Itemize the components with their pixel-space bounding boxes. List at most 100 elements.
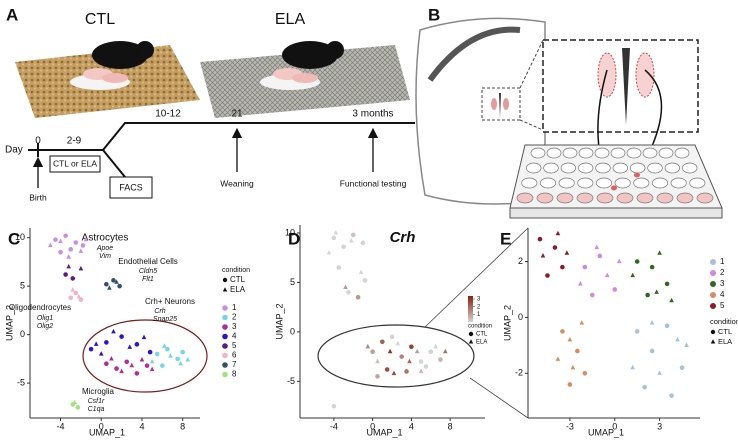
- point: [675, 336, 680, 342]
- point: [160, 363, 165, 368]
- legend-label: 2: [232, 313, 237, 322]
- legend-label: CTL: [718, 327, 732, 336]
- point: [630, 364, 635, 370]
- point: [119, 334, 124, 339]
- well: [558, 177, 575, 189]
- legend-label: CTL: [476, 332, 488, 338]
- well: [612, 162, 629, 174]
- zoom-lines: [424, 227, 529, 419]
- point: [414, 348, 420, 354]
- point: [117, 283, 122, 289]
- legend-label: ELA: [230, 285, 246, 294]
- point: [407, 358, 412, 364]
- timepoint: 0: [35, 136, 41, 147]
- point: [597, 253, 603, 259]
- point: [649, 320, 655, 325]
- point: [537, 236, 543, 242]
- event-label: Weaning: [220, 178, 254, 188]
- point: [68, 295, 74, 301]
- well: [610, 147, 626, 159]
- point: [78, 248, 84, 253]
- point: [144, 363, 150, 368]
- point: [669, 297, 674, 303]
- point: [365, 343, 371, 349]
- point: [73, 240, 79, 245]
- point: [165, 346, 170, 352]
- colorbar-tick-label: 3: [477, 297, 481, 303]
- box: [49, 155, 101, 173]
- timepoint: 2-9: [67, 136, 82, 147]
- point: [409, 344, 414, 350]
- well: [595, 177, 613, 189]
- point: [139, 356, 145, 362]
- well: [521, 177, 538, 189]
- annotation: Vim: [99, 253, 111, 260]
- point: [428, 349, 434, 354]
- well: [647, 162, 663, 174]
- well: [651, 177, 669, 189]
- legend-swatch: [222, 352, 228, 359]
- legend-swatch: [710, 270, 716, 276]
- point: [350, 232, 356, 238]
- point: [567, 382, 573, 387]
- legend-label: 2: [720, 268, 725, 277]
- annotation: Flt1: [142, 276, 154, 283]
- point: [664, 281, 670, 287]
- point: [642, 384, 647, 390]
- legend-swatch: [710, 281, 716, 287]
- legend-label: CTL: [230, 275, 246, 284]
- cluster-outline: [82, 319, 208, 393]
- point: [111, 278, 116, 283]
- annotation: Oligodendrocytes: [9, 303, 71, 312]
- point: [53, 237, 58, 242]
- x-tick-label: 0: [370, 421, 375, 431]
- timepoint: 10-12: [155, 109, 181, 120]
- well: [670, 177, 687, 189]
- well: [539, 177, 557, 189]
- sorted-cell: [634, 172, 640, 178]
- legend-swatch: [222, 305, 228, 311]
- legend-label: 4: [720, 290, 725, 299]
- point: [162, 343, 167, 348]
- y-tick-label: 0: [290, 326, 295, 336]
- point: [545, 273, 550, 278]
- sorted-cell: [611, 185, 617, 191]
- legend-label: 1: [232, 303, 237, 312]
- point: [175, 356, 180, 362]
- point: [362, 278, 368, 283]
- well: [658, 147, 674, 159]
- point: [384, 367, 390, 372]
- point: [63, 233, 68, 239]
- point: [104, 361, 109, 367]
- well: [636, 192, 654, 204]
- point: [129, 362, 135, 368]
- annotation: Astrocytes: [82, 233, 129, 244]
- colorbar-tick-label: 2: [477, 304, 481, 310]
- brain-diagram: [415, 17, 699, 205]
- y-tick-label: 10: [15, 232, 25, 242]
- well: [656, 192, 674, 204]
- x-axis-label: UMAP_1: [588, 427, 624, 437]
- point: [178, 360, 183, 366]
- legend-label: 3: [232, 322, 237, 331]
- annotation: Olig1: [37, 315, 53, 322]
- point: [134, 342, 140, 347]
- legend-swatch: [222, 371, 228, 378]
- point: [634, 329, 640, 334]
- annotation: Crh+ Neurons: [145, 297, 195, 306]
- point: [107, 285, 112, 290]
- point: [604, 272, 610, 278]
- well: [596, 192, 614, 204]
- point: [180, 349, 185, 355]
- timepoint: 3 months: [352, 109, 393, 120]
- x-axis-label: UMAP_1: [366, 427, 402, 437]
- point: [404, 369, 409, 374]
- y-axis-label: UMAP_2: [274, 303, 284, 339]
- x-tick-label: 4: [409, 421, 414, 431]
- point: [149, 358, 155, 364]
- point: [684, 342, 689, 347]
- point: [679, 365, 685, 371]
- legend-swatch: [710, 303, 716, 309]
- timeline: [28, 122, 415, 178]
- annotation: Crh: [154, 308, 165, 315]
